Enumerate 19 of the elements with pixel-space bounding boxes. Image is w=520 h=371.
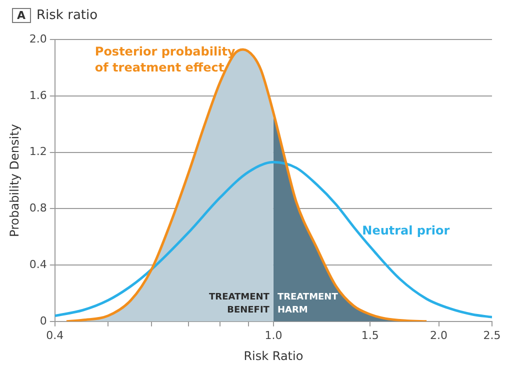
y-tick-label: 2.0	[29, 32, 47, 46]
x-tick-label: 0.4	[46, 328, 64, 342]
y-tick-label: 0.8	[29, 202, 47, 215]
x-tick-label: 2.0	[430, 328, 448, 342]
y-axis-title: Probability Density	[7, 124, 22, 237]
y-tick-label: 1.2	[29, 145, 47, 158]
x-tick-label: 1.0	[264, 328, 282, 342]
x-axis-title: Risk Ratio	[244, 348, 304, 363]
series-label: Posterior probability of treatment effect	[94, 44, 236, 75]
x-tick-label: 1.5	[361, 328, 379, 342]
x-tick-label: 2.5	[483, 328, 501, 342]
y-tick-label: 0.4	[29, 258, 47, 271]
annotation: TREATMENT BENEFIT	[209, 292, 270, 316]
chart-title: Risk ratio	[36, 8, 98, 22]
annotation: TREATMENT HARM	[277, 292, 339, 316]
y-tick-label: 1.6	[29, 88, 47, 102]
series-label: Neutral prior	[362, 224, 450, 238]
text: A	[12, 8, 31, 22]
y-tick-label: 0	[40, 314, 47, 328]
